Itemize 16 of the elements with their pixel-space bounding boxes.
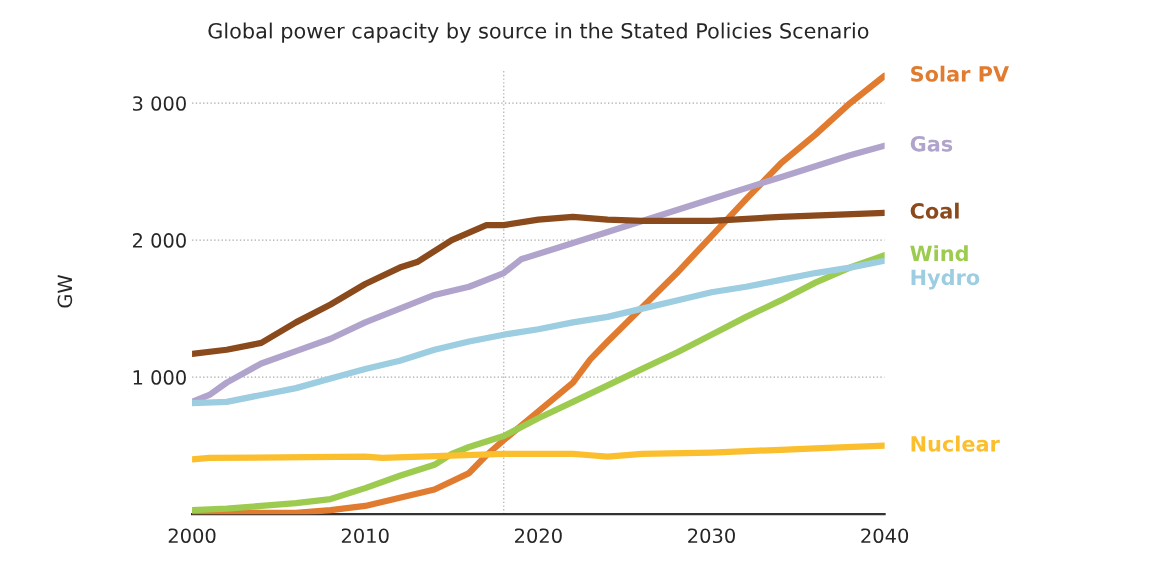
series-label: Wind [910,245,968,262]
y-axis-title: GW [57,275,73,308]
x-tick-label: 2030 [688,528,735,544]
x-tick-label: 2040 [861,528,909,544]
y-tick-label: 1 000 [133,370,186,385]
x-tick-label: 2020 [515,528,562,544]
chart-title: Global power capacity by source in the Stated Policies Scenario [208,22,869,43]
x-tick-label: 2000 [168,528,216,544]
series-label: Nuclear [911,435,1000,452]
series-label: Hydro [911,269,980,290]
y-tick-label: 2 000 [132,233,186,248]
x-tick-label: 2010 [341,528,389,544]
series-label: Coal [910,202,959,219]
y-tick-label: 3 000 [133,96,186,111]
series-label: Gas [910,135,953,152]
series-label: Solar PV [911,65,1009,82]
